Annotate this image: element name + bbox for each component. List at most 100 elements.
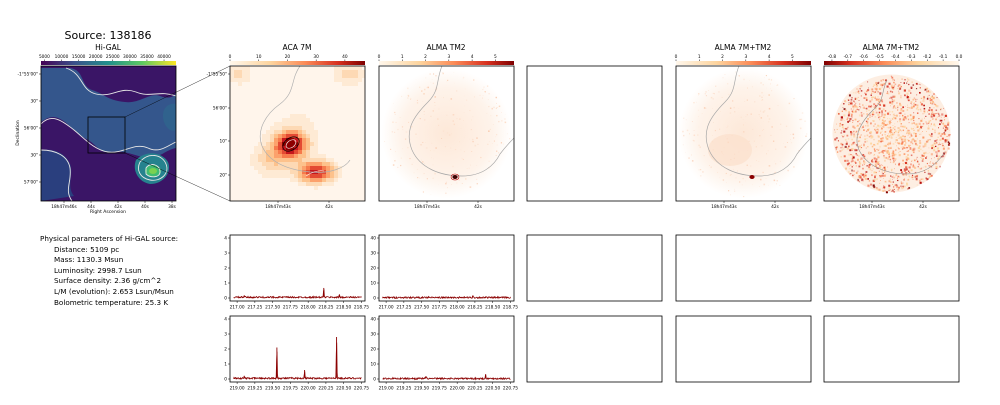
alma7mtm2-ratio-noise-speck [883, 186, 886, 189]
alma7mtm2-ratio-noise-speck [939, 142, 940, 144]
aca7m-pixel [278, 182, 282, 186]
alma7mtm2-ratio-noise-speck [898, 84, 901, 87]
aca7m-pixel [310, 146, 314, 150]
aca7m-pixel [282, 142, 286, 146]
x-tick-label: 18h47m43s [859, 204, 885, 210]
alma7mtm2-ratio-noise-speck [900, 130, 902, 132]
aca7m-pixel [290, 142, 294, 146]
almatm2-noise-speck [395, 121, 397, 123]
alma7mtm2-ratio-noise-speck [907, 150, 910, 152]
alma7mtm2-ratio-noise-speck [879, 92, 882, 95]
alma7mtm2-ratio-noise-speck [881, 134, 883, 136]
aca7m-pixel [310, 94, 314, 98]
alma7mtm2-ratio-noise-speck [879, 117, 881, 119]
alma7mtm2-ratio-noise-speck [865, 107, 868, 110]
alma7mtm2-ratio-noise-speck [848, 162, 850, 165]
alma7mtm2-ratio-noise-speck [922, 124, 924, 126]
alma7mtm2-ratio-noise-speck [884, 110, 887, 112]
alma7mtm2-noise-speck [708, 165, 710, 166]
alma7mtm2-ratio-noise-speck [843, 114, 846, 117]
alma7mtm2-ratio-noise-speck [920, 157, 923, 159]
alma7mtm2-ratio-noise-speck [881, 122, 884, 125]
colorbar-tick-label: 0 [229, 54, 232, 60]
almatm2-noise-speck [495, 107, 497, 109]
alma7mtm2-ratio-noise-speck [902, 182, 904, 184]
colorbar-tick-label: 2 [721, 54, 724, 60]
spectrum-x-tick-label: 219.25 [247, 386, 262, 392]
alma7mtm2-ratio-noise-speck [922, 136, 925, 139]
aca7m-pixel [266, 110, 270, 114]
almatm2-noise-speck [461, 182, 463, 184]
alma7mtm2-ratio-noise-speck [887, 143, 889, 145]
almatm2-noise-speck [400, 164, 402, 167]
alma7mtm2-ratio-noise-speck [913, 97, 915, 99]
alma7mtm2-ratio-noise-speck [928, 134, 931, 136]
aca7m-pixel [314, 86, 318, 90]
alma7mtm2-ratio-noise-speck [842, 147, 845, 150]
alma7mtm2-ratio-noise-speck [887, 147, 890, 150]
alma7mtm2-ratio-noise-speck [856, 88, 858, 90]
aca7m-pixel [270, 170, 274, 174]
aca7m-pixel [322, 162, 326, 166]
almatm2-noise-speck [447, 79, 449, 81]
alma7mtm2-ratio-noise-speck [900, 85, 903, 88]
aca7m-pixel [266, 146, 270, 150]
alma7mtm2-ratio-noise-speck [900, 181, 902, 183]
alma7mtm2-ratio-noise-speck [929, 102, 931, 104]
alma7mtm2-ratio-noise-speck [888, 110, 890, 112]
aca7m-pixel [282, 130, 286, 134]
alma7mtm2-ratio-noise-speck [882, 120, 885, 123]
alma7mtm2-ratio-title: ALMA 7M+TM2 [863, 43, 920, 52]
alma7mtm2-ratio-noise-speck [843, 119, 845, 121]
alma7mtm2-ratio-noise-speck [915, 144, 917, 146]
alma7mtm2-ratio-noise-speck [854, 161, 856, 163]
alma7mtm2-ratio-noise-speck [890, 135, 893, 137]
alma7mtm2-ratio-noise-speck [935, 151, 938, 154]
alma7mtm2-ratio-noise-speck [861, 178, 864, 181]
alma7mtm2-ratio-noise-speck [874, 150, 876, 152]
aca7m-pixel [262, 158, 266, 162]
alma7mtm2-ratio-noise-speck [938, 127, 940, 129]
alma7mtm2-ratio-noise-speck [909, 144, 911, 146]
aca7m-pixel [330, 154, 334, 158]
alma7mtm2-ratio-noise-speck [933, 163, 935, 165]
aca7m-pixel [294, 154, 298, 158]
alma7mtm2-ratio-noise-speck [892, 127, 895, 129]
alma7mtm2-ratio-noise-speck [897, 175, 900, 178]
alma7mtm2-ratio-noise-speck [891, 111, 894, 113]
aca7m-pixel [286, 82, 290, 86]
aca7m-pixel [274, 142, 278, 146]
alma7mtm2-ratio-noise-speck [878, 111, 881, 114]
alma7mtm2-noise-speck [745, 180, 746, 182]
aca7m-pixel [342, 86, 346, 90]
alma7mtm2-ratio-noise-speck [922, 113, 924, 115]
alma7mtm2-ratio-noise-speck [869, 168, 872, 171]
alma7mtm2-ratio-noise-speck [922, 158, 924, 160]
alma7mtm2-ratio-noise-speck [898, 87, 902, 90]
alma7mtm2-ratio-noise-speck [867, 118, 869, 120]
almatm2-noise-speck [431, 157, 432, 159]
aca7m-pixel [306, 158, 310, 162]
aca7m-pixel [322, 186, 326, 190]
alma7mtm2-ratio-noise-speck [882, 122, 884, 124]
aca7m-pixel [278, 146, 282, 150]
alma7mtm2-noise-speck [698, 169, 700, 171]
alma7mtm2-noise-speck [696, 101, 697, 103]
aca7m-pixel [310, 142, 314, 146]
alma7mtm2-noise-speck [688, 157, 690, 159]
aca7m-pixel [294, 98, 298, 102]
alma7mtm2-ratio-noise-speck [917, 166, 919, 168]
aca7m-pixel [334, 166, 338, 170]
colorbar-tick-label: 0 [675, 54, 678, 60]
almatm2-noise-speck [432, 110, 435, 112]
alma7mtm2-noise-speck [768, 78, 770, 81]
alma7mtm2-primary-beam [678, 68, 809, 199]
aca7m-pixel [294, 118, 298, 122]
alma7mtm2-ratio-noise-speck [852, 108, 855, 110]
almatm2-noise-speck [466, 99, 468, 101]
alma7mtm2-ratio-noise-speck [881, 115, 883, 117]
alma7mtm2-noise-speck [682, 144, 684, 146]
alma7mtm2-ratio-noise-speck [865, 99, 868, 101]
alma7mtm2-ratio-noise-speck [946, 123, 950, 126]
aca7m-pixel [318, 90, 322, 94]
